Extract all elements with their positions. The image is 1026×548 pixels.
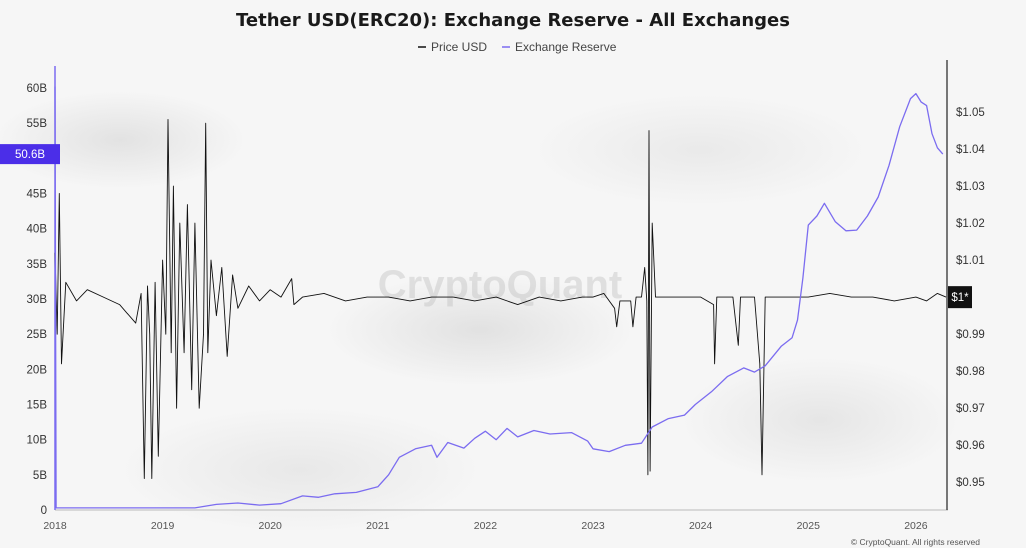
y-left-tick-label: 25B <box>27 329 48 341</box>
x-tick-label: 2026 <box>904 520 928 532</box>
y-right-tick-label: $1.04 <box>956 144 985 156</box>
copyright-notice: © CryptoQuant. All rights reserved <box>851 537 980 547</box>
current-price-marker <box>948 286 972 309</box>
exchange-reserve-line <box>54 86 944 509</box>
y-left-tick-label: 5B <box>33 470 47 482</box>
y-right-tick-label: $1.01 <box>956 255 985 267</box>
y-left-tick-label: 20B <box>27 364 48 376</box>
y-right-tick-label: $0.99 <box>956 329 985 341</box>
legend-reserve-label: Exchange Reserve <box>515 40 617 54</box>
legend: Price USD Exchange Reserve <box>418 40 617 54</box>
current-value-markers: 50.6B $1* <box>0 144 972 309</box>
y-right-tick-label: $0.98 <box>956 366 985 378</box>
y-left-tick-label: 35B <box>27 259 48 271</box>
x-axis: 2018 2019 2020 2021 2022 2023 2024 2025 2026 <box>43 509 948 532</box>
y-left-tick-label: 10B <box>27 435 48 447</box>
current-price-label: $1* <box>951 292 969 304</box>
y-left-tick-label: 55B <box>27 118 48 130</box>
legend-price-label: Price USD <box>431 40 487 54</box>
y-right-tick-label: $0.97 <box>956 403 985 415</box>
chart-title: Tether USD(ERC20): Exchange Reserve - Al… <box>236 10 790 31</box>
y-left-tick-label: 30B <box>27 294 48 306</box>
y-left-tick-label: 40B <box>27 224 48 236</box>
y-left-tick-label: 60B <box>27 83 48 95</box>
y-right-tick-label: $1.05 <box>956 107 985 119</box>
x-tick-label: 2022 <box>474 520 498 532</box>
x-tick-label: 2020 <box>259 520 283 532</box>
y-right-axis: $0.95 $0.96 $0.97 $0.98 $0.99 $1.01 $1.02 $1.03… <box>946 60 985 510</box>
x-tick-label: 2019 <box>151 520 175 532</box>
x-tick-label: 2024 <box>689 520 713 532</box>
current-reserve-label: 50.6B <box>15 149 45 161</box>
x-tick-label: 2023 <box>581 520 605 532</box>
y-right-tick-label: $0.95 <box>956 477 985 489</box>
y-left-tick-label: 15B <box>27 400 48 412</box>
y-left-axis: 0 5B 10B 15B 20B 25B 30B 35B 40B 45B 55B 60B <box>27 66 56 517</box>
y-right-tick-label: $0.96 <box>956 440 985 452</box>
current-reserve-marker <box>0 144 60 165</box>
x-tick-label: 2025 <box>797 520 821 532</box>
x-tick-label: 2018 <box>43 520 67 532</box>
y-left-tick-label: 45B <box>27 189 48 201</box>
y-right-tick-label: $1.02 <box>956 218 985 230</box>
y-left-tick-label: 0 <box>41 505 47 517</box>
y-right-tick-label: $1.03 <box>956 181 985 193</box>
series-layer <box>54 86 947 509</box>
price-usd-line <box>54 119 947 479</box>
x-tick-label: 2021 <box>366 520 390 532</box>
